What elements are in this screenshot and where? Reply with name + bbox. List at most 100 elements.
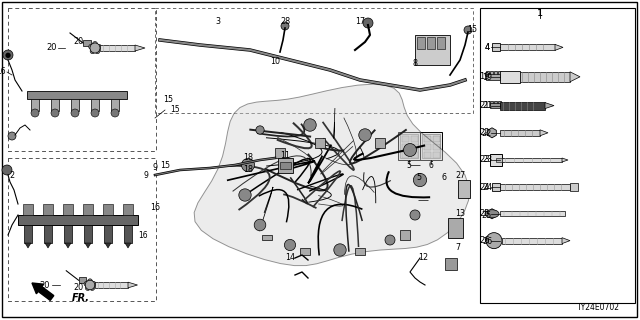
Text: 15: 15 (163, 94, 173, 103)
Bar (494, 100, 497, 105)
Text: 7: 7 (456, 244, 461, 252)
Text: 1: 1 (537, 10, 543, 19)
Text: 4: 4 (484, 43, 490, 52)
Bar (486, 71, 489, 76)
Text: 22: 22 (479, 128, 490, 137)
Text: 23: 23 (479, 156, 490, 164)
Polygon shape (85, 243, 91, 248)
Text: 14: 14 (285, 253, 295, 262)
Bar (123, 204, 133, 215)
Bar (83, 204, 93, 215)
Bar (51, 99, 59, 111)
Polygon shape (105, 243, 111, 248)
Polygon shape (545, 103, 554, 108)
Bar (500, 102, 545, 109)
Polygon shape (562, 158, 568, 162)
Bar (486, 74, 500, 80)
Text: 17: 17 (355, 18, 365, 27)
Bar (502, 158, 562, 162)
Text: 28: 28 (280, 18, 290, 27)
Circle shape (89, 44, 93, 49)
Text: 25: 25 (479, 209, 490, 218)
Text: 16: 16 (0, 68, 6, 76)
Bar (355, 248, 365, 255)
Bar (437, 37, 445, 49)
Bar (18, 215, 138, 225)
Bar (27, 91, 127, 99)
Bar (417, 37, 425, 49)
Text: 10: 10 (270, 58, 280, 67)
Bar (23, 204, 33, 215)
Bar (44, 225, 52, 243)
Bar (95, 282, 128, 288)
Text: 19: 19 (482, 74, 492, 83)
Text: 26: 26 (479, 236, 490, 245)
Bar (422, 134, 440, 157)
Text: 12: 12 (418, 253, 428, 262)
Bar (500, 184, 570, 190)
Polygon shape (555, 44, 563, 50)
Text: 16: 16 (150, 204, 160, 212)
Text: 3: 3 (216, 18, 221, 27)
Polygon shape (540, 130, 548, 136)
Text: 2: 2 (10, 171, 15, 180)
Polygon shape (488, 128, 497, 138)
Circle shape (256, 126, 264, 134)
Circle shape (96, 44, 101, 49)
Bar (433, 136, 440, 141)
Polygon shape (65, 243, 71, 248)
Circle shape (90, 49, 95, 54)
Bar (502, 238, 562, 244)
Text: 18: 18 (243, 154, 253, 163)
Bar (111, 99, 119, 111)
Polygon shape (570, 72, 580, 82)
Text: 20: 20 (40, 281, 50, 290)
Circle shape (464, 26, 472, 34)
Text: 4: 4 (484, 43, 490, 52)
Polygon shape (25, 243, 31, 248)
Circle shape (2, 165, 12, 175)
Circle shape (111, 109, 119, 117)
Text: 15: 15 (170, 106, 180, 115)
Text: 9: 9 (143, 171, 148, 180)
Bar (500, 44, 555, 50)
Bar (411, 152, 418, 157)
Circle shape (90, 43, 100, 53)
Bar (43, 204, 53, 215)
Bar (64, 225, 72, 243)
Text: 21: 21 (482, 101, 492, 110)
Bar (570, 183, 578, 191)
Text: ●: ● (5, 52, 11, 58)
Polygon shape (562, 238, 570, 244)
Polygon shape (488, 209, 497, 219)
Text: 11: 11 (280, 150, 290, 159)
Bar (402, 136, 409, 141)
Bar (427, 37, 435, 49)
Bar (91, 99, 99, 111)
Text: 8: 8 (413, 60, 417, 68)
Polygon shape (135, 45, 145, 51)
Bar (500, 211, 565, 216)
Bar (490, 71, 493, 76)
Text: 6: 6 (442, 173, 447, 182)
Bar (490, 103, 500, 108)
Text: 25: 25 (482, 211, 492, 220)
Circle shape (92, 282, 96, 286)
Circle shape (304, 119, 316, 131)
Text: FR.: FR. (72, 293, 90, 303)
Bar (104, 225, 112, 243)
Bar (458, 180, 470, 198)
Bar (433, 144, 440, 149)
Circle shape (385, 235, 395, 245)
Circle shape (8, 132, 16, 140)
Text: 20: 20 (47, 44, 57, 52)
Bar (103, 204, 113, 215)
Circle shape (359, 129, 371, 141)
Circle shape (410, 210, 420, 220)
Bar (31, 99, 39, 111)
Bar (84, 225, 92, 243)
FancyArrow shape (32, 283, 54, 300)
Bar (400, 230, 410, 240)
Circle shape (31, 109, 39, 117)
Text: 16: 16 (138, 230, 148, 239)
